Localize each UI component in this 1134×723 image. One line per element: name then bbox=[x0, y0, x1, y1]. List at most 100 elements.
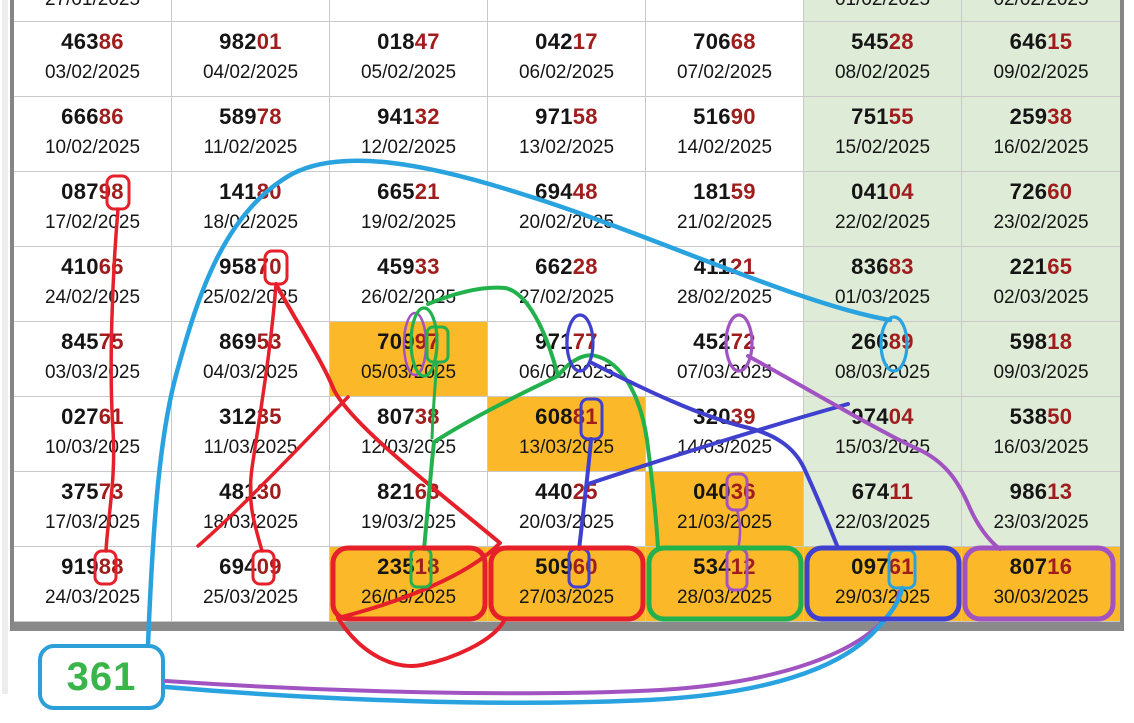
number-last2: 70 bbox=[256, 254, 282, 279]
cell-date: 02/03/2025 bbox=[993, 287, 1089, 309]
cell-number: 23518 bbox=[377, 554, 440, 579]
number-first3: 516 bbox=[693, 104, 731, 129]
cell-date: 16/02/2025 bbox=[993, 137, 1089, 159]
number-first3: 706 bbox=[693, 29, 731, 54]
result-cell: 60881 13/03/2025 bbox=[488, 397, 646, 472]
cell-number: 44025 bbox=[535, 479, 598, 504]
number-last2: 39 bbox=[730, 404, 756, 429]
number-first3: 097 bbox=[851, 554, 889, 579]
cell-date: 25/02/2025 bbox=[202, 287, 299, 309]
number-last2: 89 bbox=[888, 329, 914, 354]
result-cell: 02761 10/03/2025 bbox=[14, 397, 172, 472]
number-first3: 463 bbox=[61, 29, 99, 54]
page-left-margin bbox=[2, 0, 8, 694]
cell-date: 17/02/2025 bbox=[44, 212, 141, 234]
result-cell: 27/01/2025 bbox=[14, 0, 172, 22]
number-last2: 77 bbox=[572, 329, 598, 354]
number-last2: 13 bbox=[1047, 479, 1073, 504]
number-last2: 97 bbox=[414, 329, 440, 354]
number-first3: 646 bbox=[1009, 29, 1048, 54]
number-last2: 04 bbox=[888, 179, 914, 204]
number-last2: 16 bbox=[1047, 554, 1073, 579]
number-last2: 17 bbox=[572, 29, 598, 54]
result-cell: 97158 13/02/2025 bbox=[488, 97, 646, 172]
cell-number: 32039 bbox=[693, 404, 756, 429]
cell-number: 97177 bbox=[535, 329, 598, 354]
result-cell bbox=[488, 0, 646, 22]
cell-date: 11/03/2025 bbox=[203, 437, 298, 459]
cell-date: 17/03/2025 bbox=[44, 512, 141, 534]
cell-date: 26/02/2025 bbox=[360, 287, 457, 309]
number-last2: 01 bbox=[256, 29, 282, 54]
cell-date: 21/03/2025 bbox=[676, 512, 773, 534]
result-cell: 54528 08/02/2025 bbox=[804, 22, 962, 97]
number-first3: 919 bbox=[61, 554, 99, 579]
cell-number: 53850 bbox=[1010, 404, 1073, 429]
number-first3: 807 bbox=[377, 404, 415, 429]
number-last2: 04 bbox=[888, 404, 914, 429]
number-last2: 68 bbox=[730, 29, 756, 54]
cell-number: 25938 bbox=[1010, 104, 1073, 129]
result-cell: 53412 28/03/2025 bbox=[646, 547, 804, 622]
number-last2: 63 bbox=[414, 479, 440, 504]
cell-date: 16/03/2025 bbox=[993, 437, 1089, 459]
cell-date: 28/02/2025 bbox=[676, 287, 773, 309]
number-first3: 452 bbox=[693, 329, 731, 354]
cell-date: 27/03/2025 bbox=[518, 587, 615, 609]
cell-number: 86953 bbox=[219, 329, 282, 354]
result-cell: 80738 12/03/2025 bbox=[330, 397, 488, 472]
cell-number: 60881 bbox=[535, 404, 598, 429]
result-cell: 46386 03/02/2025 bbox=[14, 22, 172, 97]
number-last2: 81 bbox=[572, 404, 598, 429]
number-last2: 61 bbox=[98, 404, 124, 429]
cell-number: 48130 bbox=[219, 479, 282, 504]
cell-date: 14/03/2025 bbox=[676, 437, 773, 459]
number-first3: 665 bbox=[377, 179, 415, 204]
cell-number: 53412 bbox=[693, 554, 756, 579]
number-first3: 440 bbox=[535, 479, 573, 504]
cell-number: 98613 bbox=[1010, 479, 1073, 504]
cell-date: 10/02/2025 bbox=[44, 137, 141, 159]
result-cell: 45933 26/02/2025 bbox=[330, 247, 488, 322]
number-last2: 98 bbox=[98, 179, 124, 204]
cell-number: 54528 bbox=[851, 29, 914, 54]
number-first3: 958 bbox=[219, 254, 257, 279]
cell-date: 15/02/2025 bbox=[834, 137, 931, 159]
result-cell: 95870 25/02/2025 bbox=[172, 247, 330, 322]
cell-number: 01847 bbox=[377, 29, 440, 54]
cell-date: 18/02/2025 bbox=[202, 212, 299, 234]
cell-date: 23/02/2025 bbox=[993, 212, 1089, 234]
number-last2: 73 bbox=[98, 479, 124, 504]
cell-number: 04104 bbox=[851, 179, 914, 204]
number-first3: 986 bbox=[1009, 479, 1048, 504]
number-last2: 53 bbox=[256, 329, 282, 354]
cell-date: 27/02/2025 bbox=[518, 287, 615, 309]
cell-number: 83683 bbox=[851, 254, 914, 279]
result-cell: 37573 17/03/2025 bbox=[14, 472, 172, 547]
cell-date: 05/02/2025 bbox=[360, 62, 457, 84]
number-last2: 60 bbox=[572, 554, 598, 579]
cell-number: 94132 bbox=[377, 104, 440, 129]
result-cell: 94132 12/02/2025 bbox=[330, 97, 488, 172]
cell-date: 18/03/2025 bbox=[202, 512, 299, 534]
number-first3: 598 bbox=[1009, 329, 1048, 354]
number-first3: 836 bbox=[851, 254, 889, 279]
result-cell: 75155 15/02/2025 bbox=[804, 97, 962, 172]
result-cell: 26689 08/03/2025 bbox=[804, 322, 962, 397]
result-cell: 91988 24/03/2025 bbox=[14, 547, 172, 622]
number-last2: 59 bbox=[730, 179, 756, 204]
result-cell: 09761 29/03/2025 bbox=[804, 547, 962, 622]
result-cell: 50960 27/03/2025 bbox=[488, 547, 646, 622]
result-cell: 31235 11/03/2025 bbox=[172, 397, 330, 472]
cell-date: 20/03/2025 bbox=[518, 512, 615, 534]
cell-number: 70668 bbox=[693, 29, 756, 54]
result-cell: 64615 09/02/2025 bbox=[962, 22, 1120, 97]
result-cell: 84575 03/03/2025 bbox=[14, 322, 172, 397]
cell-number: 41066 bbox=[61, 254, 124, 279]
cell-date: 24/03/2025 bbox=[44, 587, 141, 609]
number-first3: 041 bbox=[851, 179, 889, 204]
cell-number: 59818 bbox=[1010, 329, 1073, 354]
number-last2: 28 bbox=[572, 254, 598, 279]
cell-number: 84575 bbox=[61, 329, 124, 354]
